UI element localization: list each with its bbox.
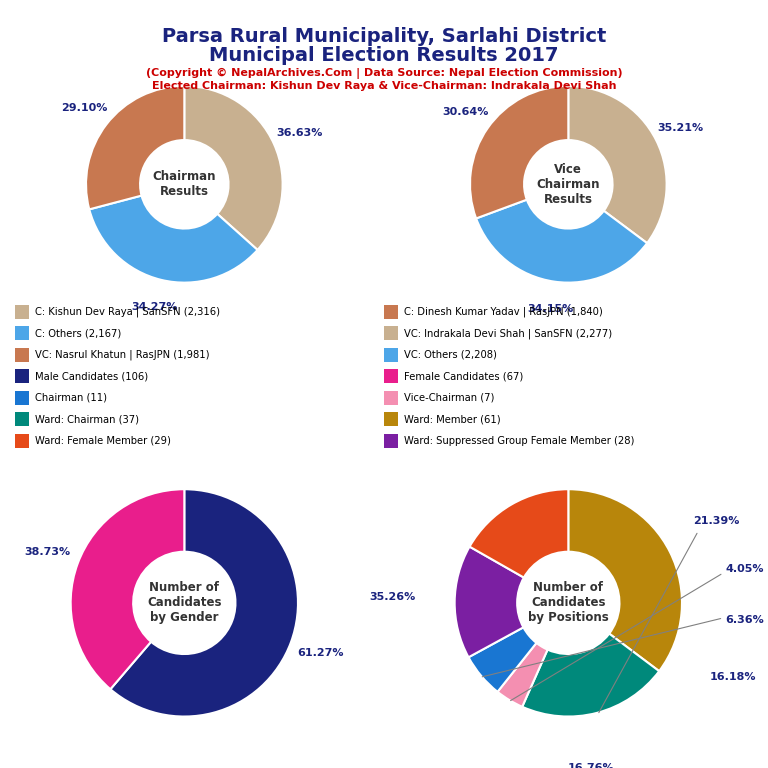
Text: Chairman (11): Chairman (11) <box>35 392 108 403</box>
Text: 21.39%: 21.39% <box>693 516 740 526</box>
Wedge shape <box>86 86 184 210</box>
Wedge shape <box>184 86 283 250</box>
Text: Number of
Candidates
by Gender: Number of Candidates by Gender <box>147 581 222 624</box>
Wedge shape <box>470 86 568 218</box>
Text: Male Candidates (106): Male Candidates (106) <box>35 371 148 382</box>
Text: C: Dinesh Kumar Yadav | RasJPN (1,840): C: Dinesh Kumar Yadav | RasJPN (1,840) <box>404 306 603 317</box>
Text: C: Kishun Dev Raya | SanSFN (2,316): C: Kishun Dev Raya | SanSFN (2,316) <box>35 306 220 317</box>
Wedge shape <box>71 489 184 689</box>
Text: Ward: Female Member (29): Ward: Female Member (29) <box>35 435 171 446</box>
Text: 35.26%: 35.26% <box>369 592 415 602</box>
Wedge shape <box>469 489 568 578</box>
Text: C: Others (2,167): C: Others (2,167) <box>35 328 121 339</box>
Text: Municipal Election Results 2017: Municipal Election Results 2017 <box>209 46 559 65</box>
Wedge shape <box>111 489 298 717</box>
Text: Parsa Rural Municipality, Sarlahi District: Parsa Rural Municipality, Sarlahi Distri… <box>162 27 606 46</box>
Text: VC: Others (2,208): VC: Others (2,208) <box>404 349 497 360</box>
Text: Vice
Chairman
Results: Vice Chairman Results <box>537 163 600 206</box>
Text: Ward: Member (61): Ward: Member (61) <box>404 414 501 425</box>
Text: Chairman
Results: Chairman Results <box>153 170 216 198</box>
Text: Vice-Chairman (7): Vice-Chairman (7) <box>404 392 495 403</box>
Text: Ward: Suppressed Group Female Member (28): Ward: Suppressed Group Female Member (28… <box>404 435 634 446</box>
Wedge shape <box>468 627 537 692</box>
Text: 34.15%: 34.15% <box>527 304 574 314</box>
Text: 6.36%: 6.36% <box>725 615 764 625</box>
Text: (Copyright © NepalArchives.Com | Data Source: Nepal Election Commission): (Copyright © NepalArchives.Com | Data So… <box>146 68 622 78</box>
Wedge shape <box>522 634 659 717</box>
Text: VC: Nasrul Khatun | RasJPN (1,981): VC: Nasrul Khatun | RasJPN (1,981) <box>35 349 210 360</box>
Wedge shape <box>476 200 647 283</box>
Wedge shape <box>568 86 667 243</box>
Text: 4.05%: 4.05% <box>725 564 763 574</box>
Text: Female Candidates (67): Female Candidates (67) <box>404 371 523 382</box>
Wedge shape <box>498 643 548 707</box>
Text: Ward: Chairman (37): Ward: Chairman (37) <box>35 414 139 425</box>
Text: 16.76%: 16.76% <box>568 763 614 768</box>
Text: 16.18%: 16.18% <box>710 672 756 682</box>
Text: Number of
Candidates
by Positions: Number of Candidates by Positions <box>528 581 609 624</box>
Text: Elected Chairman: Kishun Dev Raya & Vice-Chairman: Indrakala Devi Shah: Elected Chairman: Kishun Dev Raya & Vice… <box>152 81 616 91</box>
Wedge shape <box>455 547 524 657</box>
Text: 29.10%: 29.10% <box>61 102 108 112</box>
Text: 35.21%: 35.21% <box>657 123 703 133</box>
Text: VC: Indrakala Devi Shah | SanSFN (2,277): VC: Indrakala Devi Shah | SanSFN (2,277) <box>404 328 612 339</box>
Wedge shape <box>89 196 257 283</box>
Text: 30.64%: 30.64% <box>442 108 488 118</box>
Text: 36.63%: 36.63% <box>276 128 323 138</box>
Text: 38.73%: 38.73% <box>25 548 71 558</box>
Text: 61.27%: 61.27% <box>297 648 344 658</box>
Wedge shape <box>568 489 682 671</box>
Text: 34.27%: 34.27% <box>131 302 178 312</box>
